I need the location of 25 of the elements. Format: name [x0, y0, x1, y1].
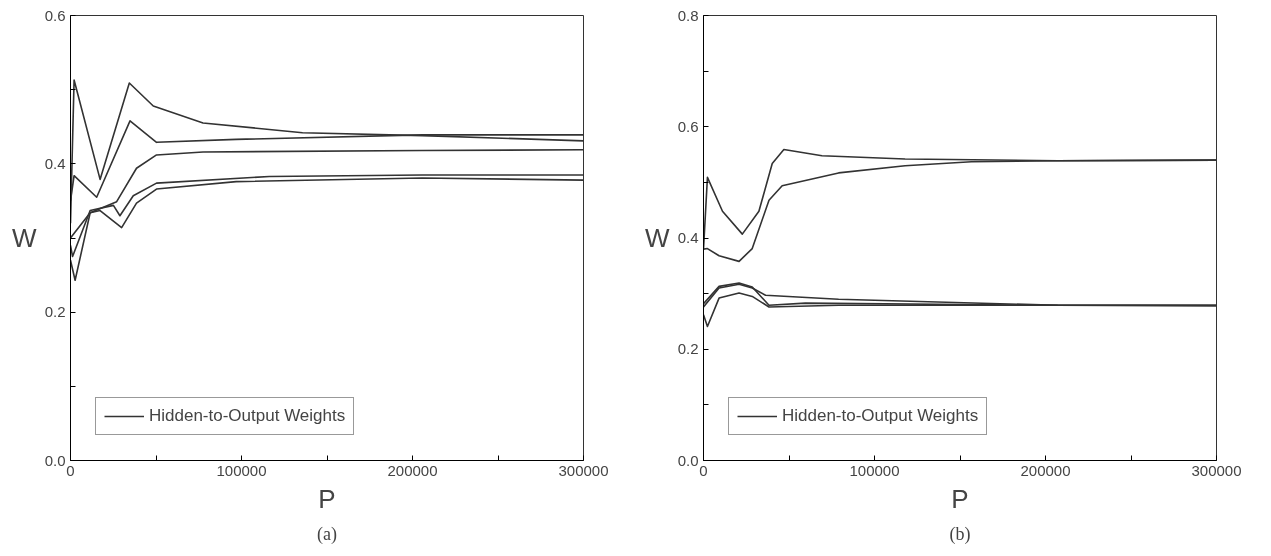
legend-label: Hidden-to-Output Weights	[149, 406, 346, 426]
y-tick-label: 0.0	[44, 451, 66, 469]
y-axis-title: W	[645, 223, 671, 253]
x-tick-label: 0	[699, 461, 708, 479]
y-tick-label: 0.8	[677, 6, 699, 24]
y-tick-label: 0.6	[44, 6, 66, 24]
x-axis-title: P	[318, 483, 336, 514]
y-tick-label: 0.4	[44, 154, 66, 172]
legend-label: Hidden-to-Output Weights	[782, 406, 979, 426]
x-tick-label: 300000	[558, 461, 609, 479]
y-tick-label: 0.2	[677, 340, 699, 358]
y-tick-label: 0.4	[677, 229, 699, 246]
x-axis-title: P	[951, 483, 969, 514]
y-tick-label: 0.0	[677, 451, 699, 469]
x-tick-label: 100000	[216, 461, 267, 479]
y-tick-label: 0.2	[44, 303, 66, 321]
x-tick-label: 100000	[849, 461, 900, 479]
text: (b)	[949, 523, 971, 545]
text: (a)	[317, 523, 337, 545]
x-tick-label: 200000	[1020, 461, 1071, 479]
x-tick-label: 200000	[387, 461, 438, 479]
y-axis-title: W	[12, 223, 38, 253]
x-tick-label: 0	[66, 461, 75, 479]
x-tick-label: 300000	[1191, 461, 1242, 479]
y-tick-label: 0.6	[677, 117, 699, 135]
